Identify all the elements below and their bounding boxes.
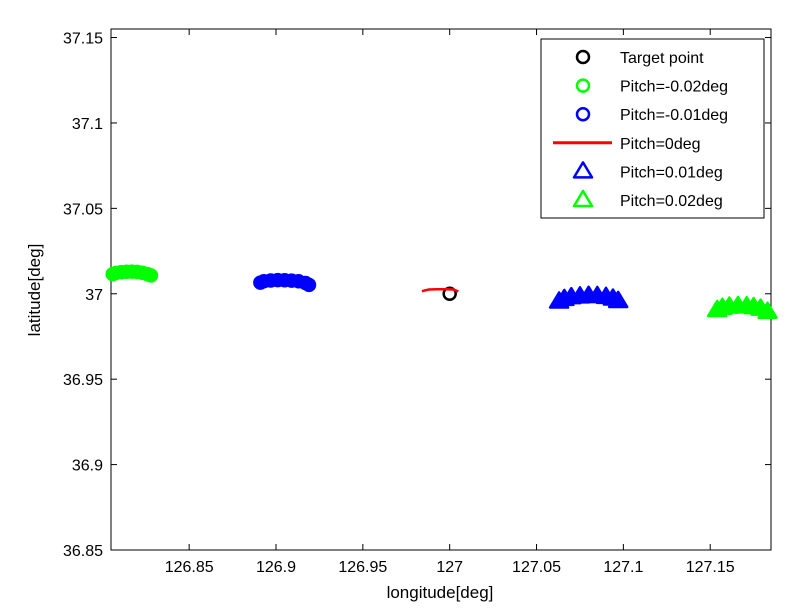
y-tick-label: 37: [85, 287, 103, 304]
y-tick-label: 36.9: [72, 458, 103, 475]
legend-label-target-point: Target point: [620, 50, 704, 67]
legend-label-pitch-0-01deg: Pitch=0.01deg: [620, 164, 723, 181]
legend-items: Target point Pitch=-0.02deg Pitch=-0.01deg…: [553, 49, 728, 210]
x-tick-label: 127.05: [512, 559, 561, 576]
legend-label-pitch-0-01deg: Pitch=-0.01deg: [620, 107, 728, 124]
legend-swatch-pitch-0-02deg: [575, 78, 591, 93]
legend: Target point Pitch=-0.02deg Pitch=-0.01deg…: [540, 38, 765, 219]
x-tick-label: 126.85: [165, 559, 214, 576]
legend-swatch-pitch-0-01deg: [575, 106, 591, 122]
x-tick-label: 127.15: [686, 559, 735, 576]
legend-swatch-target-point: [575, 49, 591, 65]
tick-layer: 126.85 126.9 126.95 127 127.05 127.1 127.15 36.…: [63, 29, 771, 576]
data-layer: [105, 264, 778, 319]
y-axis-label: latitude[deg]: [25, 244, 44, 337]
legend-swatch-pitch-0-01deg: [572, 161, 594, 179]
x-tick-label: 127: [436, 559, 463, 576]
x-axis-label: longitude[deg]: [387, 583, 494, 602]
legend-label-pitch-0-02deg: Pitch=-0.02deg: [620, 79, 728, 96]
legend-box: [540, 38, 765, 219]
series-line-pitch-0deg: [421, 287, 459, 293]
legend-swatch-pitch-0-02deg: [572, 189, 594, 208]
legend-label-pitch-0deg: Pitch=0deg: [620, 136, 701, 153]
x-tick-label: 126.95: [338, 559, 387, 576]
data-point-target-point: [442, 286, 457, 302]
y-tick-label: 36.85: [63, 543, 103, 560]
y-tick-label: 37.05: [63, 201, 103, 218]
data-point-pitch-0-02deg: [143, 268, 159, 283]
y-tick-label: 37.1: [72, 116, 103, 133]
x-tick-label: 127.1: [603, 559, 643, 576]
x-tick-label: 126.9: [256, 559, 296, 576]
data-point-pitch-0-02deg: [757, 301, 778, 319]
y-tick-label: 37.15: [63, 31, 103, 48]
data-point-pitch-0-01deg: [301, 277, 317, 293]
legend-label-pitch-0-02deg: Pitch=0.02deg: [620, 193, 723, 210]
data-point-pitch-0-01deg: [607, 290, 629, 309]
y-tick-label: 36.95: [63, 372, 103, 389]
